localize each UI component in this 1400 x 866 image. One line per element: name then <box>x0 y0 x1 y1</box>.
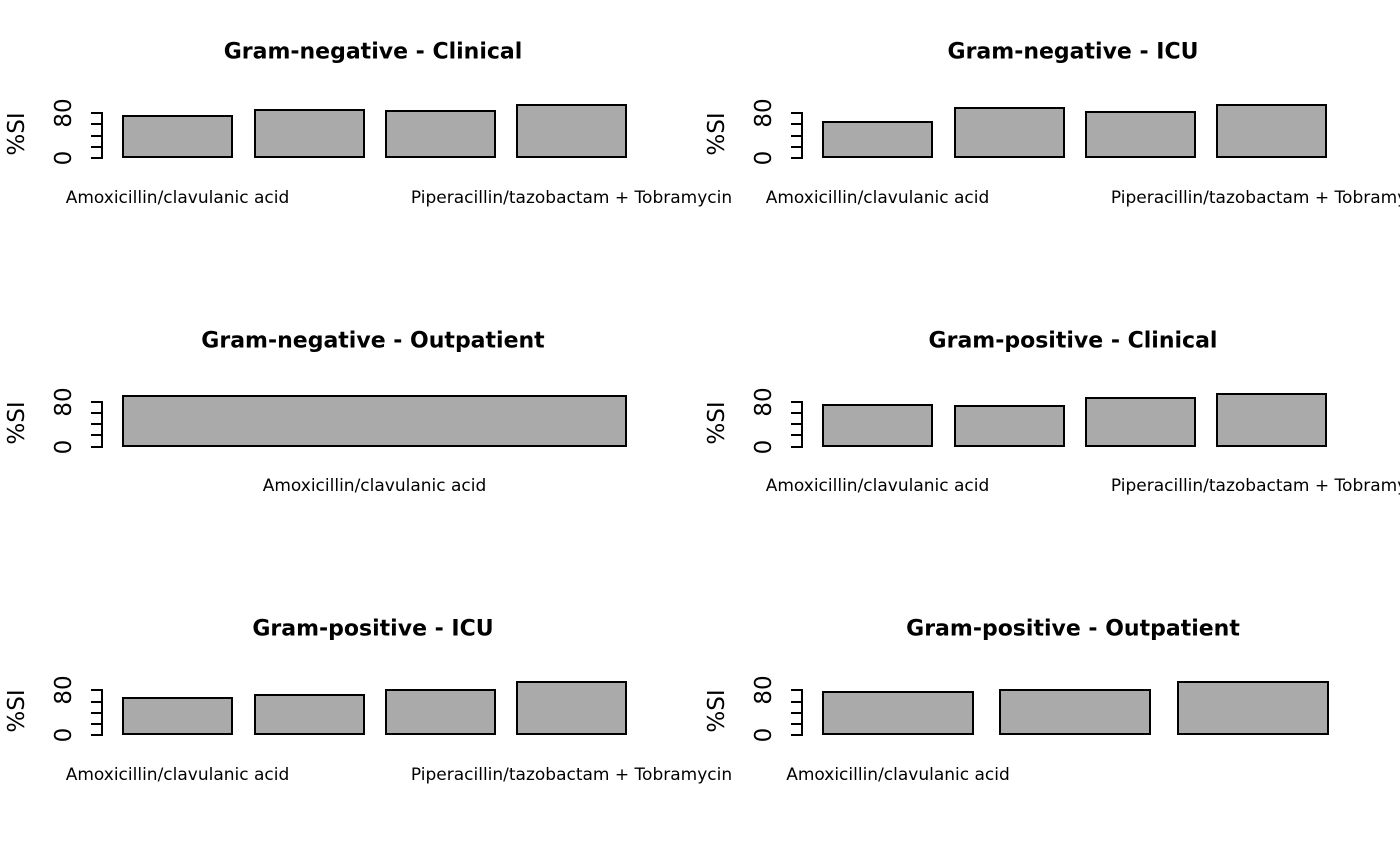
chart-gram-positive-icu: Gram-positive - ICU %SI 0 80 Amoxicillin/c… <box>0 577 732 866</box>
y-axis-tick <box>791 423 803 426</box>
y-axis-tick <box>791 134 803 137</box>
y-axis-tick <box>791 157 803 159</box>
chart-gram-negative-icu: Gram-negative - ICU %SI 0 80 Amoxicillin/c… <box>700 0 1400 289</box>
y-axis-label: %SI <box>704 401 730 445</box>
y-axis-tick <box>91 689 103 692</box>
y-axis-label: %SI <box>4 689 30 733</box>
y-axis-tick <box>791 723 803 726</box>
y-tick-label: 80 <box>751 675 777 705</box>
bar <box>385 689 496 736</box>
y-axis-tick <box>791 400 803 403</box>
y-axis-tick <box>91 723 103 726</box>
y-tick-label: 0 <box>751 439 777 454</box>
chart-title: Gram-negative - Outpatient <box>201 328 545 354</box>
bar <box>254 694 365 736</box>
y-axis-tick <box>791 734 803 737</box>
bar <box>122 697 233 736</box>
y-axis-tick <box>91 112 103 114</box>
bar <box>822 121 933 158</box>
x-category-label: Piperacillin/tazobactam + Tobramycin <box>1110 187 1400 208</box>
bar <box>385 110 496 158</box>
y-axis-label: %SI <box>4 112 30 156</box>
y-axis-tick <box>91 734 103 737</box>
bar <box>516 681 627 736</box>
y-axis-tick <box>91 400 103 403</box>
y-axis-tick <box>791 145 803 148</box>
y-axis-tick <box>91 434 103 437</box>
y-axis-tick <box>91 445 103 448</box>
y-tick-label: 80 <box>51 675 77 705</box>
bar <box>122 394 627 447</box>
y-tick-label: 80 <box>51 98 77 128</box>
y-axis-tick <box>791 689 803 692</box>
x-category-label: Amoxicillin/clavulanic acid <box>765 187 990 208</box>
y-tick-label: 0 <box>51 728 77 743</box>
bar <box>1085 396 1196 447</box>
y-axis-tick <box>791 112 803 114</box>
x-category-label: Piperacillin/tazobactam + Tobramycin <box>410 764 733 785</box>
x-category-label: Piperacillin/tazobactam + Tobramycin <box>410 187 733 208</box>
chart-gram-positive-outpatient: Gram-positive - Outpatient %SI 0 80 Amoxic… <box>700 577 1400 866</box>
bar <box>954 404 1065 447</box>
x-category-label: Amoxicillin/clavulanic acid <box>786 764 1010 785</box>
chart-title: Gram-positive - Clinical <box>928 328 1218 354</box>
x-category-label: Piperacillin/tazobactam + Tobramycin <box>1110 476 1400 497</box>
bar <box>254 109 365 158</box>
y-tick-label: 0 <box>51 150 77 166</box>
x-category-label: Amoxicillin/clavulanic acid <box>765 476 990 497</box>
y-tick-label: 80 <box>751 98 777 128</box>
chart-gram-positive-clinical: Gram-positive - Clinical %SI 0 80 Amoxicil… <box>700 289 1400 578</box>
y-axis-tick <box>91 711 103 714</box>
bar <box>999 689 1151 736</box>
y-tick-label: 0 <box>751 150 777 166</box>
bar <box>1216 104 1327 158</box>
chart-title: Gram-negative - ICU <box>947 39 1199 65</box>
y-axis-tick <box>791 434 803 437</box>
x-category-label: Amoxicillin/clavulanic acid <box>65 187 290 208</box>
bar <box>516 104 627 158</box>
bar <box>1085 111 1196 158</box>
y-tick-label: 0 <box>751 728 777 743</box>
chart-title: Gram-positive - Outpatient <box>906 616 1240 642</box>
y-axis-label: %SI <box>4 401 30 445</box>
bar <box>1216 392 1327 447</box>
y-axis-tick <box>91 700 103 703</box>
y-axis-tick <box>791 445 803 448</box>
y-tick-label: 80 <box>51 387 77 417</box>
chart-gram-negative-clinical: Gram-negative - Clinical %SI 0 80 Amoxicil… <box>0 0 732 289</box>
y-axis-tick <box>91 123 103 126</box>
y-axis-label: %SI <box>704 689 730 733</box>
y-axis-tick <box>791 711 803 714</box>
y-axis-tick <box>791 411 803 414</box>
y-tick-label: 0 <box>51 439 77 454</box>
chart-title: Gram-positive - ICU <box>252 616 494 642</box>
y-axis-tick <box>791 123 803 126</box>
chart-title: Gram-negative - Clinical <box>223 39 523 65</box>
y-axis-tick <box>91 145 103 148</box>
y-axis-label: %SI <box>704 112 730 156</box>
y-tick-label: 80 <box>751 387 777 417</box>
bar <box>822 403 933 447</box>
x-category-label: Amoxicillin/clavulanic acid <box>262 476 487 497</box>
y-axis-tick <box>91 134 103 137</box>
y-axis-tick <box>791 700 803 703</box>
bar <box>954 107 1065 158</box>
y-axis-tick <box>91 157 103 159</box>
y-axis-tick <box>91 423 103 426</box>
y-axis-tick <box>91 411 103 414</box>
bar <box>122 115 233 158</box>
x-category-label: Amoxicillin/clavulanic acid <box>65 764 290 785</box>
bar <box>822 691 974 736</box>
bar <box>1177 681 1329 736</box>
chart-gram-negative-outpatient: Gram-negative - Outpatient %SI 0 80 Amoxic… <box>0 289 700 578</box>
